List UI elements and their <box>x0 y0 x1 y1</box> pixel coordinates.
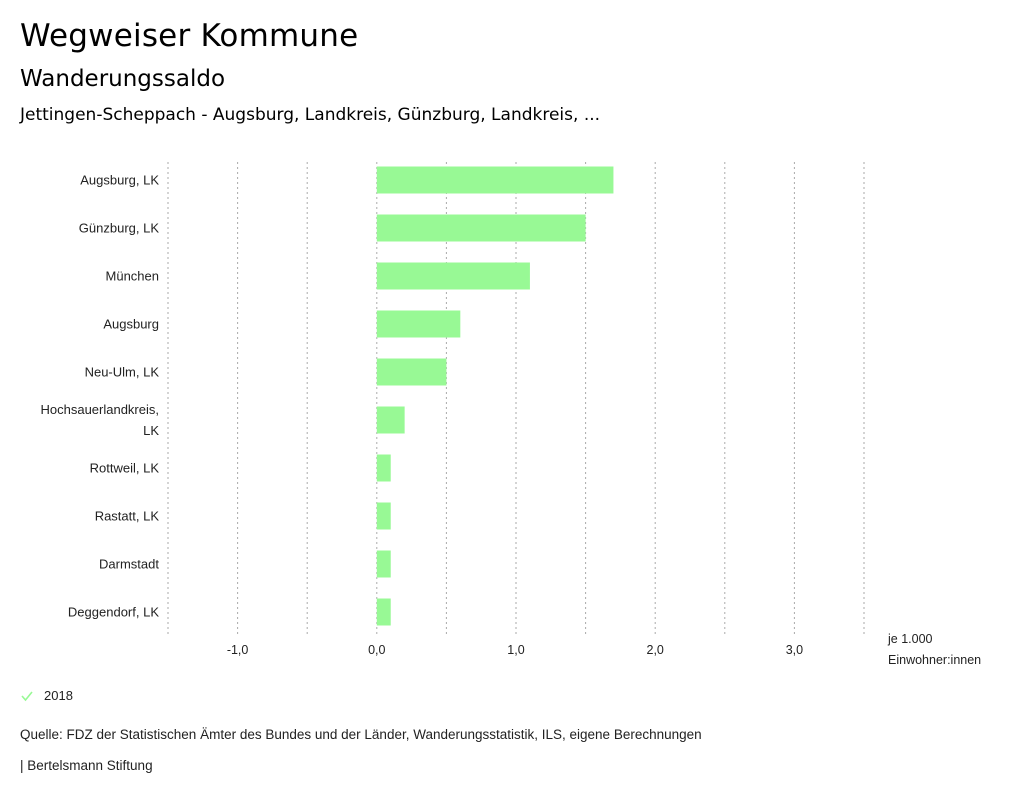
brand-note: | Bertelsmann Stiftung <box>20 758 153 773</box>
bar[interactable] <box>376 550 391 578</box>
x-axis-ticks: -1,0 0,0 1,0 2,0 3,0 <box>227 643 803 657</box>
category-label: Augsburg, LK <box>80 173 159 188</box>
category-label: Rastatt, LK <box>95 509 160 524</box>
bar[interactable] <box>376 310 461 338</box>
category-label: Günzburg, LK <box>79 221 160 236</box>
x-axis-unit-label: je 1.000 Einwohner:innen <box>887 632 981 667</box>
category-label: Neu-Ulm, LK <box>85 365 160 380</box>
x-tick-label: 3,0 <box>786 643 803 657</box>
bar-chart: Augsburg, LK Günzburg, LK München Augsburg N… <box>40 162 981 667</box>
x-tick-label: 1,0 <box>507 643 524 657</box>
bar[interactable] <box>376 358 447 386</box>
x-tick-label: 0,0 <box>368 643 385 657</box>
bar[interactable] <box>376 598 391 626</box>
bar[interactable] <box>376 454 391 482</box>
bar-layer <box>376 166 614 626</box>
category-label: Darmstadt <box>99 557 159 572</box>
category-label: Augsburg <box>103 317 159 332</box>
bar[interactable] <box>376 214 586 242</box>
x-tick-label: 2,0 <box>647 643 664 657</box>
check-icon <box>21 690 33 701</box>
category-label: Rottweil, LK <box>90 461 160 476</box>
category-label: Hochsauerlandkreis, LK <box>40 402 159 438</box>
category-label: München <box>106 269 159 284</box>
x-axis-unit-line: Einwohner:innen <box>888 653 981 667</box>
x-axis-unit-line: je 1.000 <box>887 632 933 646</box>
region-selection: Jettingen-Scheppach - Augsburg, Landkrei… <box>20 105 601 125</box>
chart-subtitle: Wanderungssaldo <box>20 66 226 92</box>
legend-item-2018: 2018 <box>44 688 73 703</box>
category-labels: Augsburg, LK Günzburg, LK München Augsburg N… <box>40 173 159 620</box>
bar[interactable] <box>376 262 530 290</box>
category-label: Deggendorf, LK <box>68 605 159 620</box>
page-title: Wegweiser Kommune <box>20 18 359 54</box>
bar[interactable] <box>376 406 405 434</box>
legend[interactable]: 2018 <box>20 688 73 703</box>
bar[interactable] <box>376 502 391 530</box>
x-tick-label: -1,0 <box>227 643 249 657</box>
source-note: Quelle: FDZ der Statistischen Ämter des … <box>20 727 702 742</box>
bar[interactable] <box>376 166 614 194</box>
